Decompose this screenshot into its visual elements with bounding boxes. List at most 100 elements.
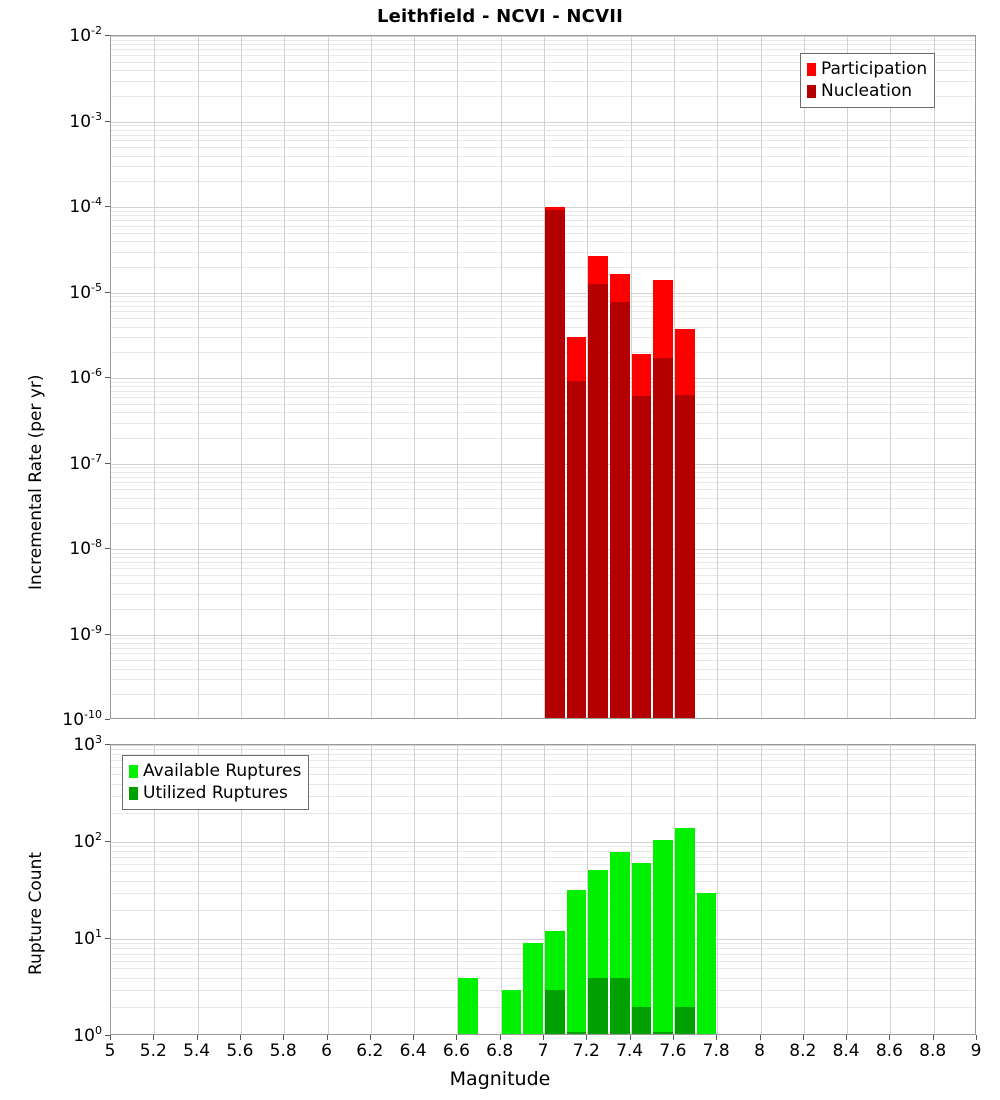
gridline-vertical — [240, 36, 242, 718]
gridline-horizontal — [111, 668, 975, 670]
x-tick-label: 6.2 — [356, 1041, 384, 1061]
x-tick-label: 5.2 — [139, 1041, 167, 1061]
gridline-horizontal — [111, 660, 975, 662]
x-tick-label: 8.4 — [832, 1041, 860, 1061]
x-tick-mark — [326, 1035, 328, 1040]
gridline-horizontal — [111, 497, 975, 499]
x-tick-label: 5.8 — [269, 1041, 297, 1061]
gridline-horizontal — [111, 471, 975, 473]
y-tick-label: 10-5 — [69, 280, 102, 303]
gridline-vertical — [414, 36, 416, 718]
gridline-horizontal — [111, 482, 975, 484]
gridline-horizontal — [111, 378, 975, 379]
gridline-horizontal — [111, 846, 975, 848]
gridline-horizontal — [111, 774, 975, 776]
x-tick-label: 7.2 — [572, 1041, 600, 1061]
gridline-horizontal — [111, 562, 975, 564]
bar-nucleation-7.2 — [588, 284, 608, 718]
legend-item[interactable]: Utilized Ruptures — [129, 782, 301, 804]
gridline-horizontal — [111, 36, 975, 37]
gridline-horizontal — [111, 489, 975, 491]
legend-label: Participation — [821, 58, 928, 79]
gridline-horizontal — [111, 557, 975, 559]
gridline-vertical — [370, 745, 372, 1034]
gridline-horizontal — [111, 653, 975, 655]
bar-nucleation-7.5 — [653, 358, 673, 718]
bar-utilized-ruptures-7.5 — [653, 1031, 673, 1034]
gridline-vertical — [673, 745, 675, 1034]
gridline-horizontal — [111, 954, 975, 956]
gridline-horizontal — [111, 939, 975, 940]
y-tick-mark — [105, 841, 110, 842]
gridline-horizontal — [111, 396, 975, 398]
gridline-horizontal — [111, 147, 975, 149]
x-tick-label: 6.6 — [442, 1041, 470, 1061]
y-tick-mark — [105, 719, 110, 720]
gridline-horizontal — [111, 44, 975, 46]
x-tick-mark — [499, 1035, 501, 1040]
top-legend: Participation Nucleation — [800, 53, 936, 108]
y-tick-label: 10-7 — [69, 451, 102, 474]
y-tick-mark — [105, 206, 110, 207]
gridline-horizontal — [111, 266, 975, 268]
gridline-horizontal — [111, 125, 975, 127]
gridline-horizontal — [111, 381, 975, 383]
x-tick-mark — [413, 1035, 415, 1040]
legend-item[interactable]: Nucleation — [807, 80, 927, 102]
gridline-vertical — [717, 36, 719, 718]
x-tick-mark — [110, 1035, 111, 1040]
y-tick-label: 100 — [73, 1024, 102, 1046]
gridline-horizontal — [111, 251, 975, 253]
x-tick-label: 6.4 — [399, 1041, 427, 1061]
gridline-horizontal — [111, 326, 975, 328]
legend-item[interactable]: Available Ruptures — [129, 760, 301, 782]
gridline-horizontal — [111, 679, 975, 681]
gridline-vertical — [630, 745, 632, 1034]
gridline-vertical — [544, 36, 545, 718]
gridline-vertical — [587, 745, 589, 1034]
gridline-vertical — [630, 36, 632, 718]
bar-nucleation-7.6 — [674, 395, 695, 718]
gridline-horizontal — [111, 749, 975, 751]
gridline-vertical — [370, 36, 372, 718]
gridline-horizontal — [111, 476, 975, 478]
y-tick-label: 10-10 — [62, 708, 102, 730]
gridline-horizontal — [111, 754, 975, 756]
gridline-horizontal — [111, 552, 975, 554]
gridline-horizontal — [111, 857, 975, 859]
gridline-vertical — [803, 745, 805, 1034]
legend-item[interactable]: Participation — [807, 58, 927, 80]
gridline-horizontal — [111, 412, 975, 414]
gridline-horizontal — [111, 567, 975, 569]
bar-available-ruptures-6.8 — [501, 989, 522, 1034]
x-tick-mark — [802, 1035, 804, 1040]
y-tick-label: 10-3 — [69, 109, 102, 132]
bar-nucleation-7.3 — [609, 301, 630, 718]
x-tick-label: 8.6 — [875, 1041, 903, 1061]
gridline-horizontal — [111, 842, 975, 843]
y-tick-mark — [105, 462, 110, 464]
y-tick-mark — [105, 377, 110, 378]
gridline-horizontal — [111, 892, 975, 894]
gridline-vertical — [544, 745, 545, 1034]
bar-utilized-ruptures-7.6 — [674, 1006, 695, 1034]
gridline-horizontal — [111, 977, 975, 979]
gridline-horizontal — [111, 638, 975, 640]
gridline-horizontal — [111, 232, 975, 234]
gridline-horizontal — [111, 54, 975, 56]
x-tick-label: 5.6 — [226, 1041, 254, 1061]
gridline-vertical — [847, 36, 849, 718]
gridline-horizontal — [111, 760, 975, 762]
bar-available-ruptures-6.6 — [458, 977, 479, 1034]
x-tick-label: 7.6 — [659, 1041, 687, 1061]
gridline-horizontal — [111, 608, 975, 610]
gridline-vertical — [154, 745, 156, 1034]
x-tick-label: 5.4 — [183, 1041, 211, 1061]
gridline-horizontal — [111, 812, 975, 814]
gridline-horizontal — [111, 508, 975, 510]
bar-utilized-ruptures-7.1 — [566, 1031, 587, 1034]
legend-label: Utilized Ruptures — [143, 782, 288, 803]
incremental-rate-plot — [110, 35, 976, 719]
y-tick-label: 103 — [73, 733, 102, 755]
